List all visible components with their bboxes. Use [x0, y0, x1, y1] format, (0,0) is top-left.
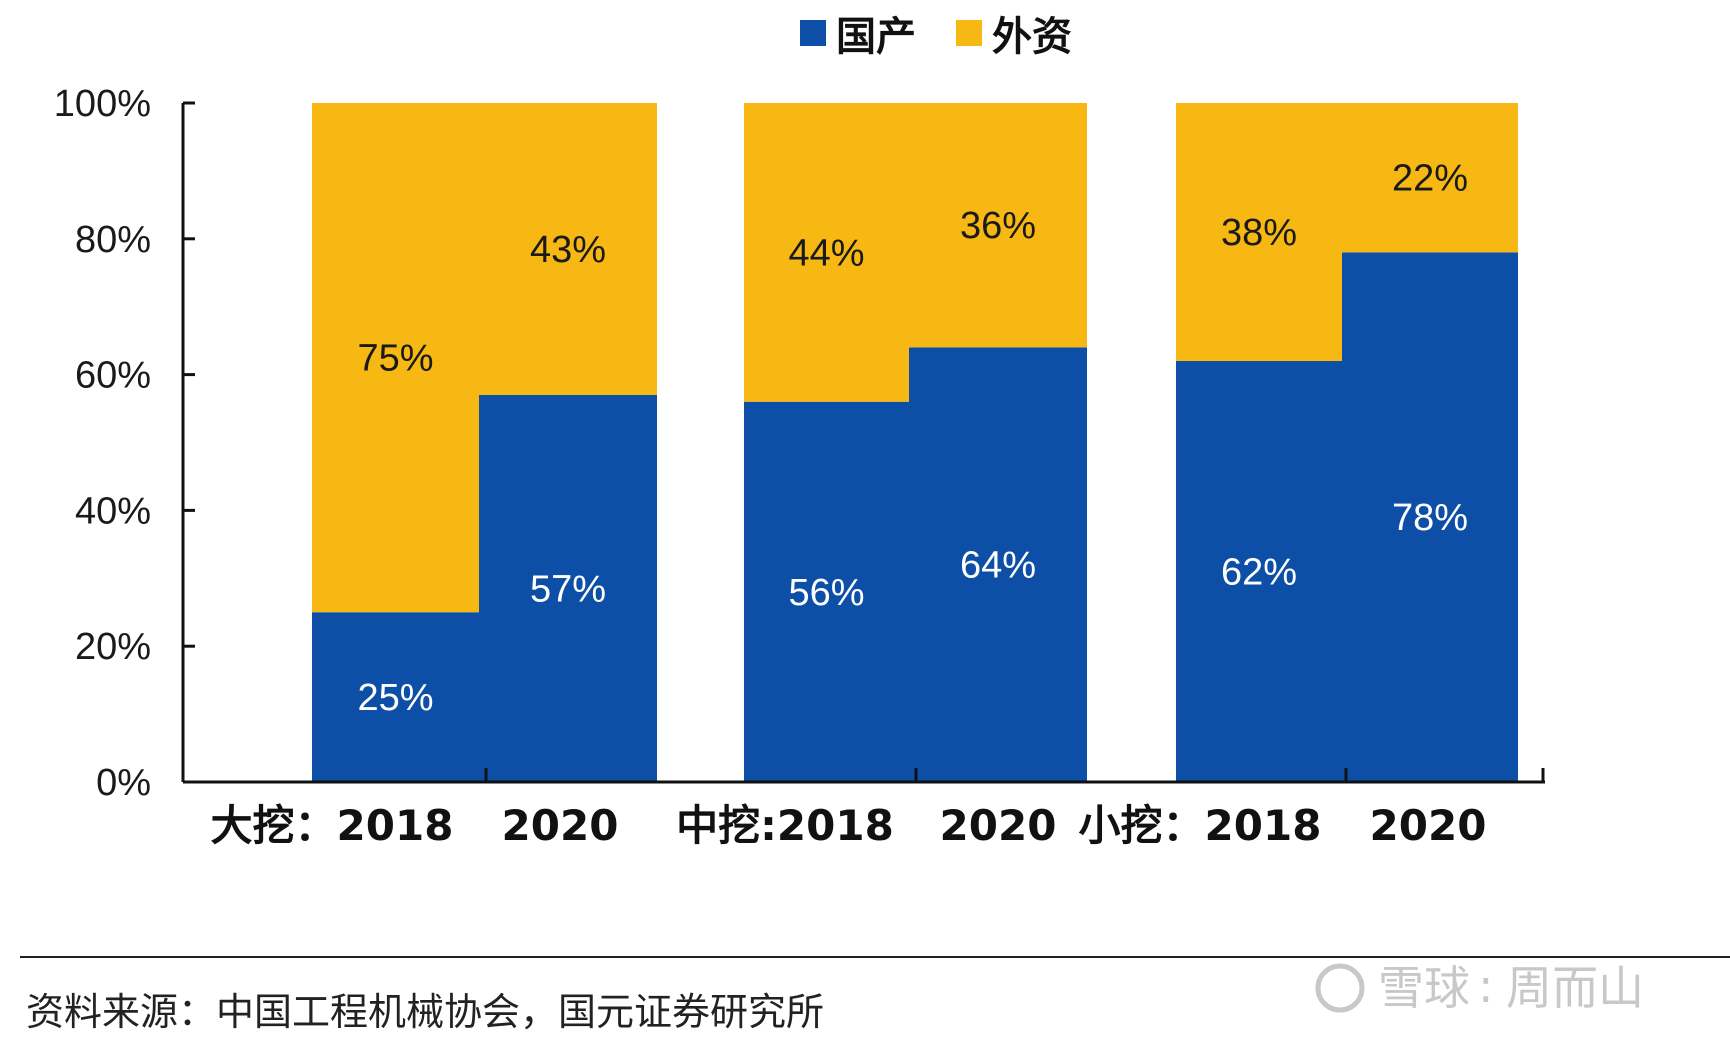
bar-segment-foreign-4: [909, 103, 1087, 348]
bar-segment-domestic-1: [312, 612, 479, 782]
bar-segment-domestic-3: [744, 401, 909, 782]
data-label-foreign-5: 38%: [1221, 212, 1297, 254]
x-category-label-5: 小挖：2018: [1079, 801, 1322, 850]
source-note: 资料来源：中国工程机械协会，国元证券研究所: [26, 990, 824, 1034]
data-label-domestic-3: 56%: [788, 572, 864, 614]
bar-segment-foreign-1: [312, 103, 479, 613]
data-label-foreign-4: 36%: [960, 205, 1036, 247]
x-category-label-1: 大挖：2018: [211, 801, 454, 850]
bar-segment-foreign-5: [1176, 103, 1342, 362]
data-label-foreign-3: 44%: [788, 232, 864, 274]
legend-swatch-domestic: [800, 20, 826, 46]
x-category-label-2: 2020: [502, 801, 619, 850]
y-tick-label: 20%: [75, 626, 151, 668]
bar-segment-foreign-6: [1342, 103, 1518, 253]
data-labels: 25% 75% 57% 43% 56% 44% 64% 36% 62% 38% 78% 22%: [357, 158, 1468, 719]
data-label-domestic-1: 25%: [357, 677, 433, 719]
bar-segment-foreign-2: [479, 103, 657, 395]
data-label-foreign-2: 43%: [530, 229, 606, 271]
bar-segment-domestic-5: [1176, 361, 1342, 782]
watermark-author: 周而山: [1506, 961, 1644, 1015]
legend-label-domestic: 国产: [836, 14, 916, 60]
y-tick-label: 60%: [75, 355, 151, 397]
y-tick-label: 40%: [75, 490, 151, 532]
data-label-domestic-5: 62%: [1221, 552, 1297, 594]
data-label-foreign-6: 22%: [1392, 158, 1468, 200]
watermark-separator: :: [1478, 959, 1494, 1013]
bar-segment-domestic-2: [479, 394, 657, 782]
data-label-domestic-4: 64%: [960, 545, 1036, 587]
x-category-label-3: 中挖:2018: [676, 801, 894, 850]
x-category-label-4: 2020: [940, 801, 1057, 850]
legend: 国产 外资: [800, 14, 1072, 60]
watermark-brand: 雪球: [1378, 961, 1470, 1015]
data-label-domestic-6: 78%: [1392, 497, 1468, 539]
data-label-foreign-1: 75%: [357, 338, 433, 380]
legend-label-foreign: 外资: [992, 14, 1072, 60]
watermark: 雪球 : 周而山: [1315, 959, 1644, 1015]
y-tick-label: 80%: [75, 219, 151, 261]
y-axis: 0% 20% 40% 60% 80% 100%: [54, 83, 195, 804]
bar-segment-domestic-4: [909, 347, 1087, 782]
y-tick-label: 100%: [54, 83, 151, 125]
data-label-domestic-2: 57%: [530, 568, 606, 610]
x-axis: 大挖：2018 2020 中挖:2018 2020 小挖：2018 2020: [183, 768, 1545, 850]
legend-swatch-foreign: [956, 20, 982, 46]
x-category-label-6: 2020: [1370, 801, 1487, 850]
bar-segment-domestic-6: [1342, 252, 1518, 782]
bar-segment-foreign-3: [744, 103, 909, 402]
bars-layer: [312, 103, 1518, 782]
y-tick-label: 0%: [96, 762, 151, 804]
watermark-logo-icon: [1315, 963, 1365, 1013]
